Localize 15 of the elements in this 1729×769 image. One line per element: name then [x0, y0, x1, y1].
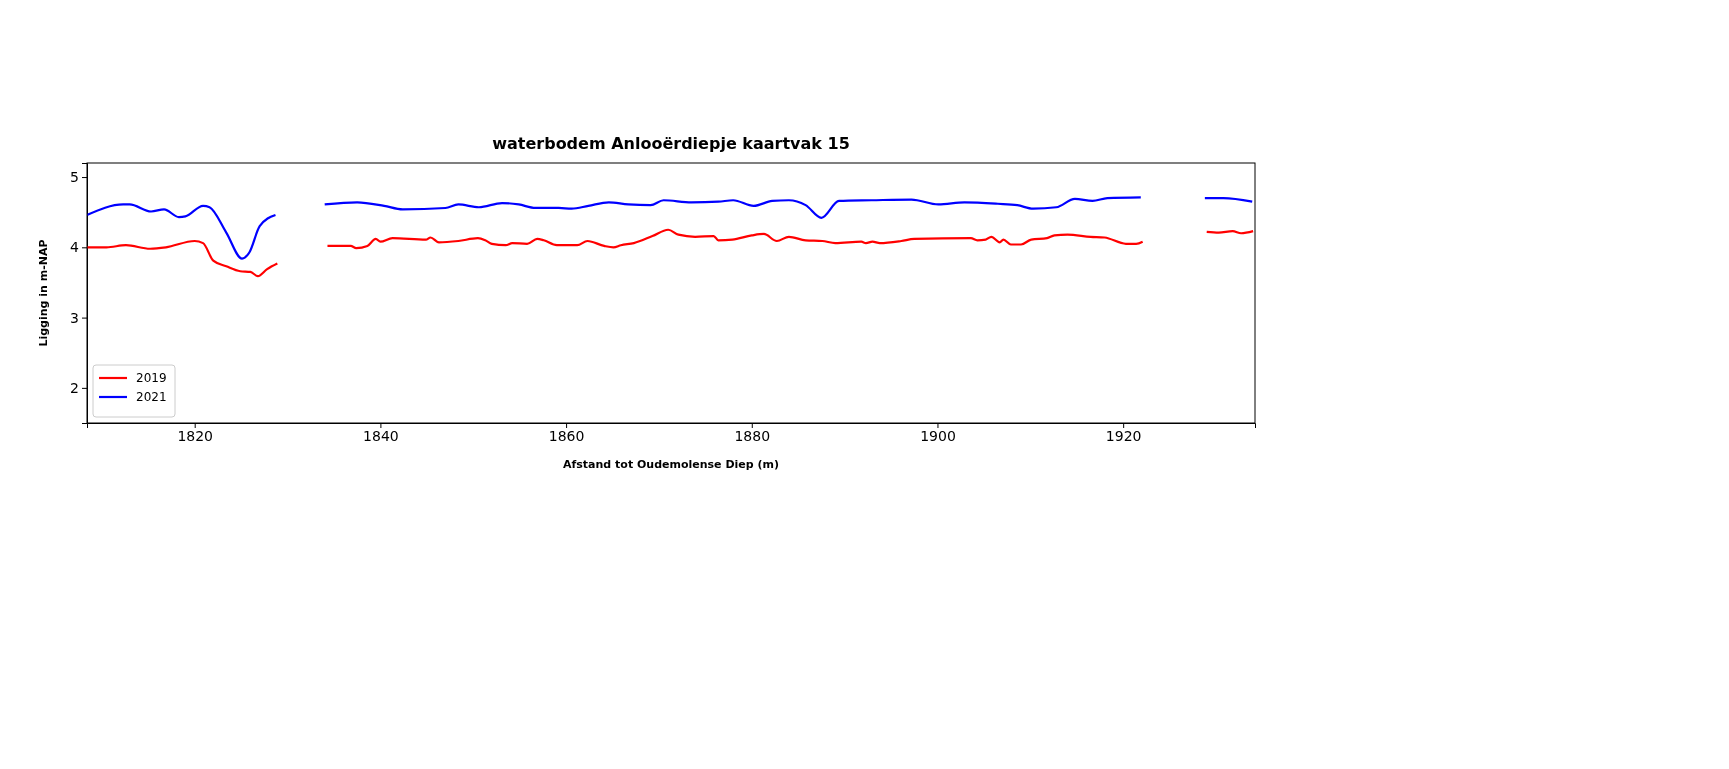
y-axis-title: Ligging in m-NAP: [37, 239, 50, 347]
x-tick-label: 1840: [363, 427, 399, 444]
y-tick-label: 5: [70, 169, 79, 186]
x-tick-label: 1900: [920, 427, 956, 444]
y-tick-label: 3: [70, 309, 79, 326]
legend-label: 2021: [136, 390, 167, 404]
y-tick-label: 2: [70, 379, 79, 396]
x-axis-title: Afstand tot Oudemolense Diep (m): [563, 458, 779, 471]
x-tick-label: 1860: [548, 427, 585, 444]
legend-label: 2019: [136, 371, 167, 385]
x-tick-label: 1820: [177, 427, 214, 444]
x-tick-label: 1920: [1105, 427, 1142, 444]
chart-title: waterbodem Anlooërdiepje kaartvak 15: [492, 134, 850, 153]
x-tick-label: 1880: [734, 427, 771, 444]
y-tick-label: 4: [70, 239, 80, 256]
